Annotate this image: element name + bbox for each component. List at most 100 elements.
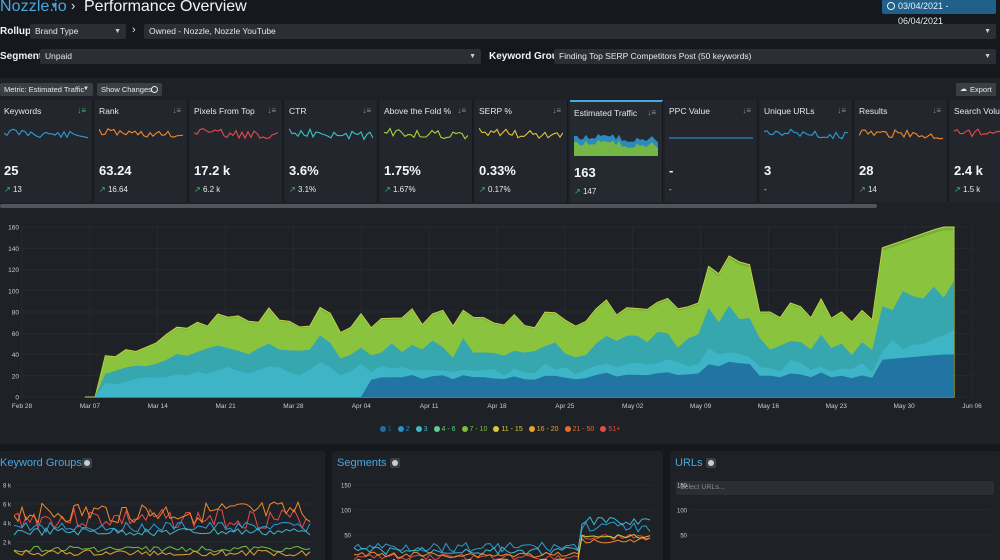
sort-icon[interactable]: ↓≡ (267, 106, 276, 115)
logo[interactable]: Nozzle.io (0, 0, 67, 15)
metric-value: 0.33% (479, 163, 516, 178)
calendar-icon (887, 2, 895, 10)
urls-panel: URLs Select URLs... 150 100 50 (670, 451, 1000, 560)
cards-scrollbar-thumb[interactable] (0, 204, 877, 208)
metric-value: 3 (764, 163, 772, 178)
legend-label: 11 - 15 (501, 426, 523, 433)
metric-change: - (669, 185, 672, 194)
show-changes-label: Show Changes (101, 85, 152, 94)
metric-card-unique-urls[interactable]: Unique URLs ↓≡ 3 - (760, 100, 853, 202)
metric-card-ppc-value[interactable]: PPC Value ↓≡ - - (665, 100, 758, 202)
metric-change: ↗ 16.64 (99, 185, 128, 194)
trend-up-icon: ↗ (954, 185, 963, 194)
metric-card-estimated-traffic[interactable]: Estimated Traffic ↓≡ 163 ↗ 147 (570, 100, 663, 202)
rollup-detail-select[interactable]: Owned - Nozzle, Nozzle YouTube ▼ (144, 24, 996, 39)
legend-label: 2 (405, 426, 410, 433)
metric-card-pixels-from-top[interactable]: Pixels From Top ↓≡ 17.2 k ↗ 6.2 k (190, 100, 283, 202)
show-changes-toggle[interactable]: Show Changes (97, 83, 162, 96)
sparkline (99, 128, 183, 138)
trend-up-icon: ↗ (574, 187, 583, 196)
series-line (13, 549, 311, 557)
metric-label: Pixels From Top (194, 106, 255, 116)
segment-label: Segment (0, 51, 43, 62)
legend-label: 7 - 10 (469, 426, 488, 433)
metric-card-results[interactable]: Results ↓≡ 28 ↗ 14 (855, 100, 948, 202)
sort-icon[interactable]: ↓≡ (837, 106, 846, 115)
gear-icon[interactable] (390, 458, 400, 468)
legend-swatch (600, 426, 607, 432)
series-line (13, 527, 311, 537)
metric-label: Rank (99, 106, 119, 116)
sort-icon[interactable]: ↓≡ (362, 106, 371, 115)
sort-icon[interactable]: ↓≡ (172, 106, 181, 115)
sort-icon[interactable]: ↓≡ (932, 106, 941, 115)
metric-select[interactable]: Metric: Estimated Traffic ▼ (0, 83, 93, 96)
legend-item[interactable]: 11 - 15 (493, 426, 523, 433)
metric-card-search-volum[interactable]: Search Volum↓≡2.4 k↗ 1.5 k (950, 100, 1000, 202)
segment-select-value: Unpaid (45, 51, 72, 61)
segments-panel: Segments 150 100 50 (332, 451, 663, 560)
segments-title: Segments (337, 457, 387, 469)
legend-item[interactable]: 1 (379, 426, 392, 433)
y-tick-label: 2 k (3, 541, 12, 547)
segment-select[interactable]: Unpaid ▼ (40, 49, 481, 64)
y-tick-label: 100 (677, 509, 688, 515)
chevron-down-icon: ▼ (984, 53, 991, 60)
gear-icon[interactable] (82, 458, 92, 468)
sort-icon[interactable]: ↓≡ (77, 106, 86, 115)
x-tick-label: Mar 07 (80, 403, 101, 410)
sort-icon[interactable]: ↓≡ (742, 106, 751, 115)
metric-card-serp[interactable]: SERP % ↓≡ 0.33% ↗ 0.17% (475, 100, 568, 202)
trend-up-icon: ↗ (194, 185, 203, 194)
chevron-down-icon[interactable]: ▼ (50, 1, 58, 10)
rollup-select[interactable]: Brand Type ▼ (30, 24, 126, 39)
y-tick-label: 150 (677, 484, 688, 490)
y-tick-label: 100 (8, 288, 19, 295)
sort-icon[interactable]: ↓≡ (647, 108, 656, 117)
gear-icon[interactable] (706, 458, 716, 468)
metric-change: ↗ 0.17% (479, 185, 511, 194)
metric-value: 25 (4, 163, 19, 178)
metric-change: ↗ 14 (859, 185, 877, 194)
legend-item[interactable]: 4 - 6 (433, 426, 456, 433)
metric-label: CTR (289, 106, 307, 116)
metric-change: ↗ 147 (574, 187, 597, 196)
y-tick-label: 40 (12, 352, 20, 359)
metric-value: 17.2 k (194, 163, 231, 178)
trend-up-icon: ↗ (289, 185, 298, 194)
rollup-select-value: Brand Type (35, 26, 79, 36)
metric-card-keywords[interactable]: Keywords ↓≡ 25 ↗ 13 (0, 100, 93, 202)
sparkline (669, 137, 753, 139)
sort-icon[interactable]: ↓≡ (552, 106, 561, 115)
y-tick-label: 0 (15, 395, 19, 402)
metric-card-above-the-fold[interactable]: Above the Fold % ↓≡ 1.75% ↗ 1.67% (380, 100, 473, 202)
series-line (13, 500, 311, 525)
urls-select-input[interactable]: Select URLs... (676, 481, 994, 495)
legend-item[interactable]: 21 - 50 (564, 426, 594, 433)
series-line (353, 533, 651, 560)
date-range-picker[interactable]: 03/04/2021 - 06/04/2021 (882, 0, 996, 26)
legend-item[interactable]: 2 (397, 426, 410, 433)
legend-item[interactable]: 51+ (600, 426, 620, 433)
sparkline (4, 128, 88, 139)
legend-item[interactable]: 3 (415, 426, 428, 433)
trend-up-icon: ↗ (859, 185, 868, 194)
x-tick-label: May 30 (893, 403, 915, 410)
export-button[interactable]: ☁ Export (956, 83, 996, 96)
legend-item[interactable]: 16 - 20 (528, 426, 559, 433)
legend-item[interactable]: 7 - 10 (461, 426, 488, 433)
y-tick-label: 60 (12, 331, 20, 338)
keyword-group-select[interactable]: Finding Top SERP Competitors Post (50 ke… (554, 49, 996, 64)
sparkline (289, 127, 373, 141)
y-tick-label: 4 k (3, 522, 12, 528)
metric-change: ↗ 1.5 k (954, 185, 981, 194)
metric-card-ctr[interactable]: CTR ↓≡ 3.6% ↗ 3.1% (285, 100, 378, 202)
toggle-circle-icon (151, 86, 158, 93)
keyword-groups-panel: Keyword Groups 8 k 6 k 4 k 2 k (0, 451, 325, 560)
metric-label: Keywords (4, 106, 42, 116)
sort-icon[interactable]: ↓≡ (457, 106, 466, 115)
chevron-right-icon: › (71, 0, 76, 13)
y-tick-label: 120 (8, 267, 19, 274)
trend-up-icon: ↗ (99, 185, 108, 194)
metric-card-rank[interactable]: Rank ↓≡ 63.24 ↗ 16.64 (95, 100, 188, 202)
